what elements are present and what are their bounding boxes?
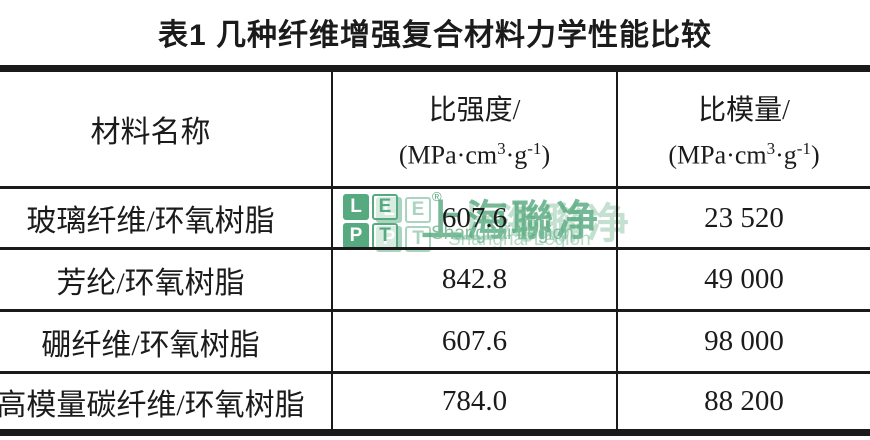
materials-table: 材料名称 比强度/ (MPa·cm3·g-1) 比模量/ (MPa·cm3·g-… [0,65,870,436]
unit-sup: -1 [527,138,542,158]
strength-cell: 607.6 [331,312,616,371]
material-cell: 玻璃纤维/环氧树脂 [26,205,275,238]
unit-part: (MPa·cm [668,140,767,170]
unit-part: ·g [505,140,528,170]
table-row: 高模量碳纤维/环氧树脂 784.0 88 200 [0,371,870,429]
strength-cell: 842.8 [331,250,616,309]
strength-cell: 784.0 [331,374,616,429]
header-row: 材料名称 比强度/ (MPa·cm3·g-1) 比模量/ (MPa·cm3·g-… [0,72,870,186]
table-row: 芳纶/环氧树脂 842.8 49 000 [0,247,870,309]
strength-unit: (MPa·cm3·g-1) [399,139,550,171]
modulus-cell: 49 000 [616,250,870,309]
modulus-cell: 88 200 [616,374,870,429]
unit-sup: 3 [766,138,776,158]
table-row: 玻璃纤维/环氧树脂 607.6 23 520 [0,186,870,247]
header-material: 材料名称 [90,116,211,149]
unit-part: ·g [775,140,797,170]
table-caption: 表1 几种纤维增强复合材料力学性能比较 [157,19,713,52]
header-specific-strength: 比强度/ (MPa·cm3·g-1) [331,72,616,186]
modulus-label: 比模量/ [698,94,790,126]
modulus-cell: 98 000 [616,312,870,371]
unit-part: ) [541,140,551,170]
unit-part: (MPa·cm [398,140,498,170]
unit-sup: 3 [497,138,506,158]
table-row: 硼纤维/环氧树脂 607.6 98 000 [0,309,870,371]
material-cell: 高模量碳纤维/环氧树脂 [0,388,305,422]
unit-sup: -1 [796,138,811,158]
material-cell: 硼纤维/环氧树脂 [41,328,260,362]
modulus-unit: (MPa·cm3·g-1) [668,139,819,171]
unit-part: ) [810,140,820,170]
strength-label: 比强度/ [428,94,521,126]
modulus-cell: 23 520 [616,189,870,247]
header-specific-modulus: 比模量/ (MPa·cm3·g-1) [616,72,870,186]
strength-cell: 607.6 [331,189,616,247]
material-cell: 芳纶/环氧树脂 [56,266,245,300]
